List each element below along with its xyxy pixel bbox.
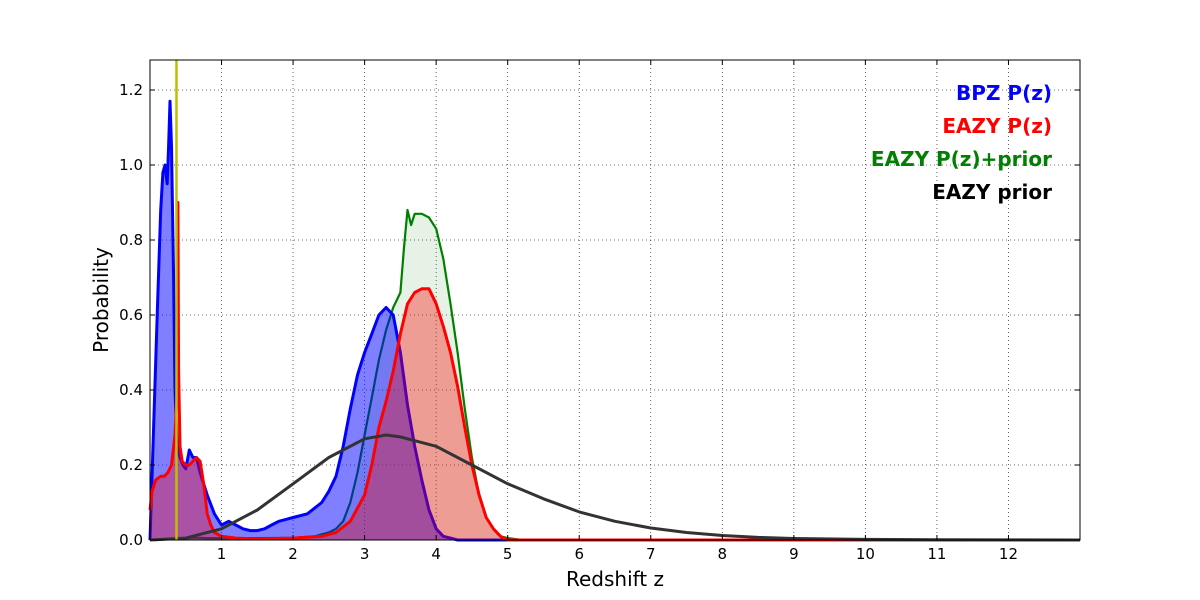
y-tick-label: 0.6: [119, 306, 143, 324]
legend-entry-0: BPZ P(z): [956, 81, 1052, 105]
x-tick-label: 5: [503, 545, 513, 563]
x-tick-label: 12: [999, 545, 1018, 563]
x-tick-label: 1: [217, 545, 227, 563]
series-fill-0: [150, 101, 1080, 541]
series-fill-1: [150, 202, 1080, 540]
y-tick-label: 0.8: [119, 231, 143, 249]
x-tick-label: 10: [856, 545, 875, 563]
x-tick-label: 4: [431, 545, 441, 563]
legend: BPZ P(z) EAZY P(z) EAZY P(z)+prior EAZY pri…: [871, 81, 1052, 204]
y-tick-label: 0.0: [119, 531, 143, 549]
series-line-0: [148, 99, 1080, 542]
x-tick-label: 8: [718, 545, 728, 563]
y-tick-label: 1.2: [119, 81, 143, 99]
legend-entry-2: EAZY P(z)+prior: [871, 147, 1052, 171]
x-tick-label: 11: [927, 545, 946, 563]
plot-frame: [149, 59, 1081, 541]
legend-entry-1: EAZY P(z): [942, 114, 1052, 138]
series-layer: [148, 99, 1081, 542]
y-tick-label: 0.4: [119, 381, 143, 399]
x-tick-label: 6: [574, 545, 584, 563]
series-fill-2: [150, 210, 1080, 540]
x-tick-label: 3: [360, 545, 370, 563]
grid: [150, 60, 1080, 540]
x-tick-label: 7: [646, 545, 656, 563]
y-axis-label: Probability: [89, 247, 113, 353]
y-tick-label: 0.2: [119, 456, 143, 474]
series-line-2: [150, 208, 1080, 542]
x-axis-label: Redshift z: [566, 567, 664, 591]
series-line-1: [148, 201, 1080, 542]
series-line-3: [149, 433, 1081, 542]
x-tick-label: 9: [789, 545, 799, 563]
y-tick-label: 1.0: [119, 156, 143, 174]
legend-entry-3: EAZY prior: [932, 180, 1052, 204]
x-tick-label: 2: [288, 545, 298, 563]
ticks: 1 2 3 4 5 6 7 8 9 10 11 120.00.20.40.60.81.01.2: [119, 60, 1080, 563]
